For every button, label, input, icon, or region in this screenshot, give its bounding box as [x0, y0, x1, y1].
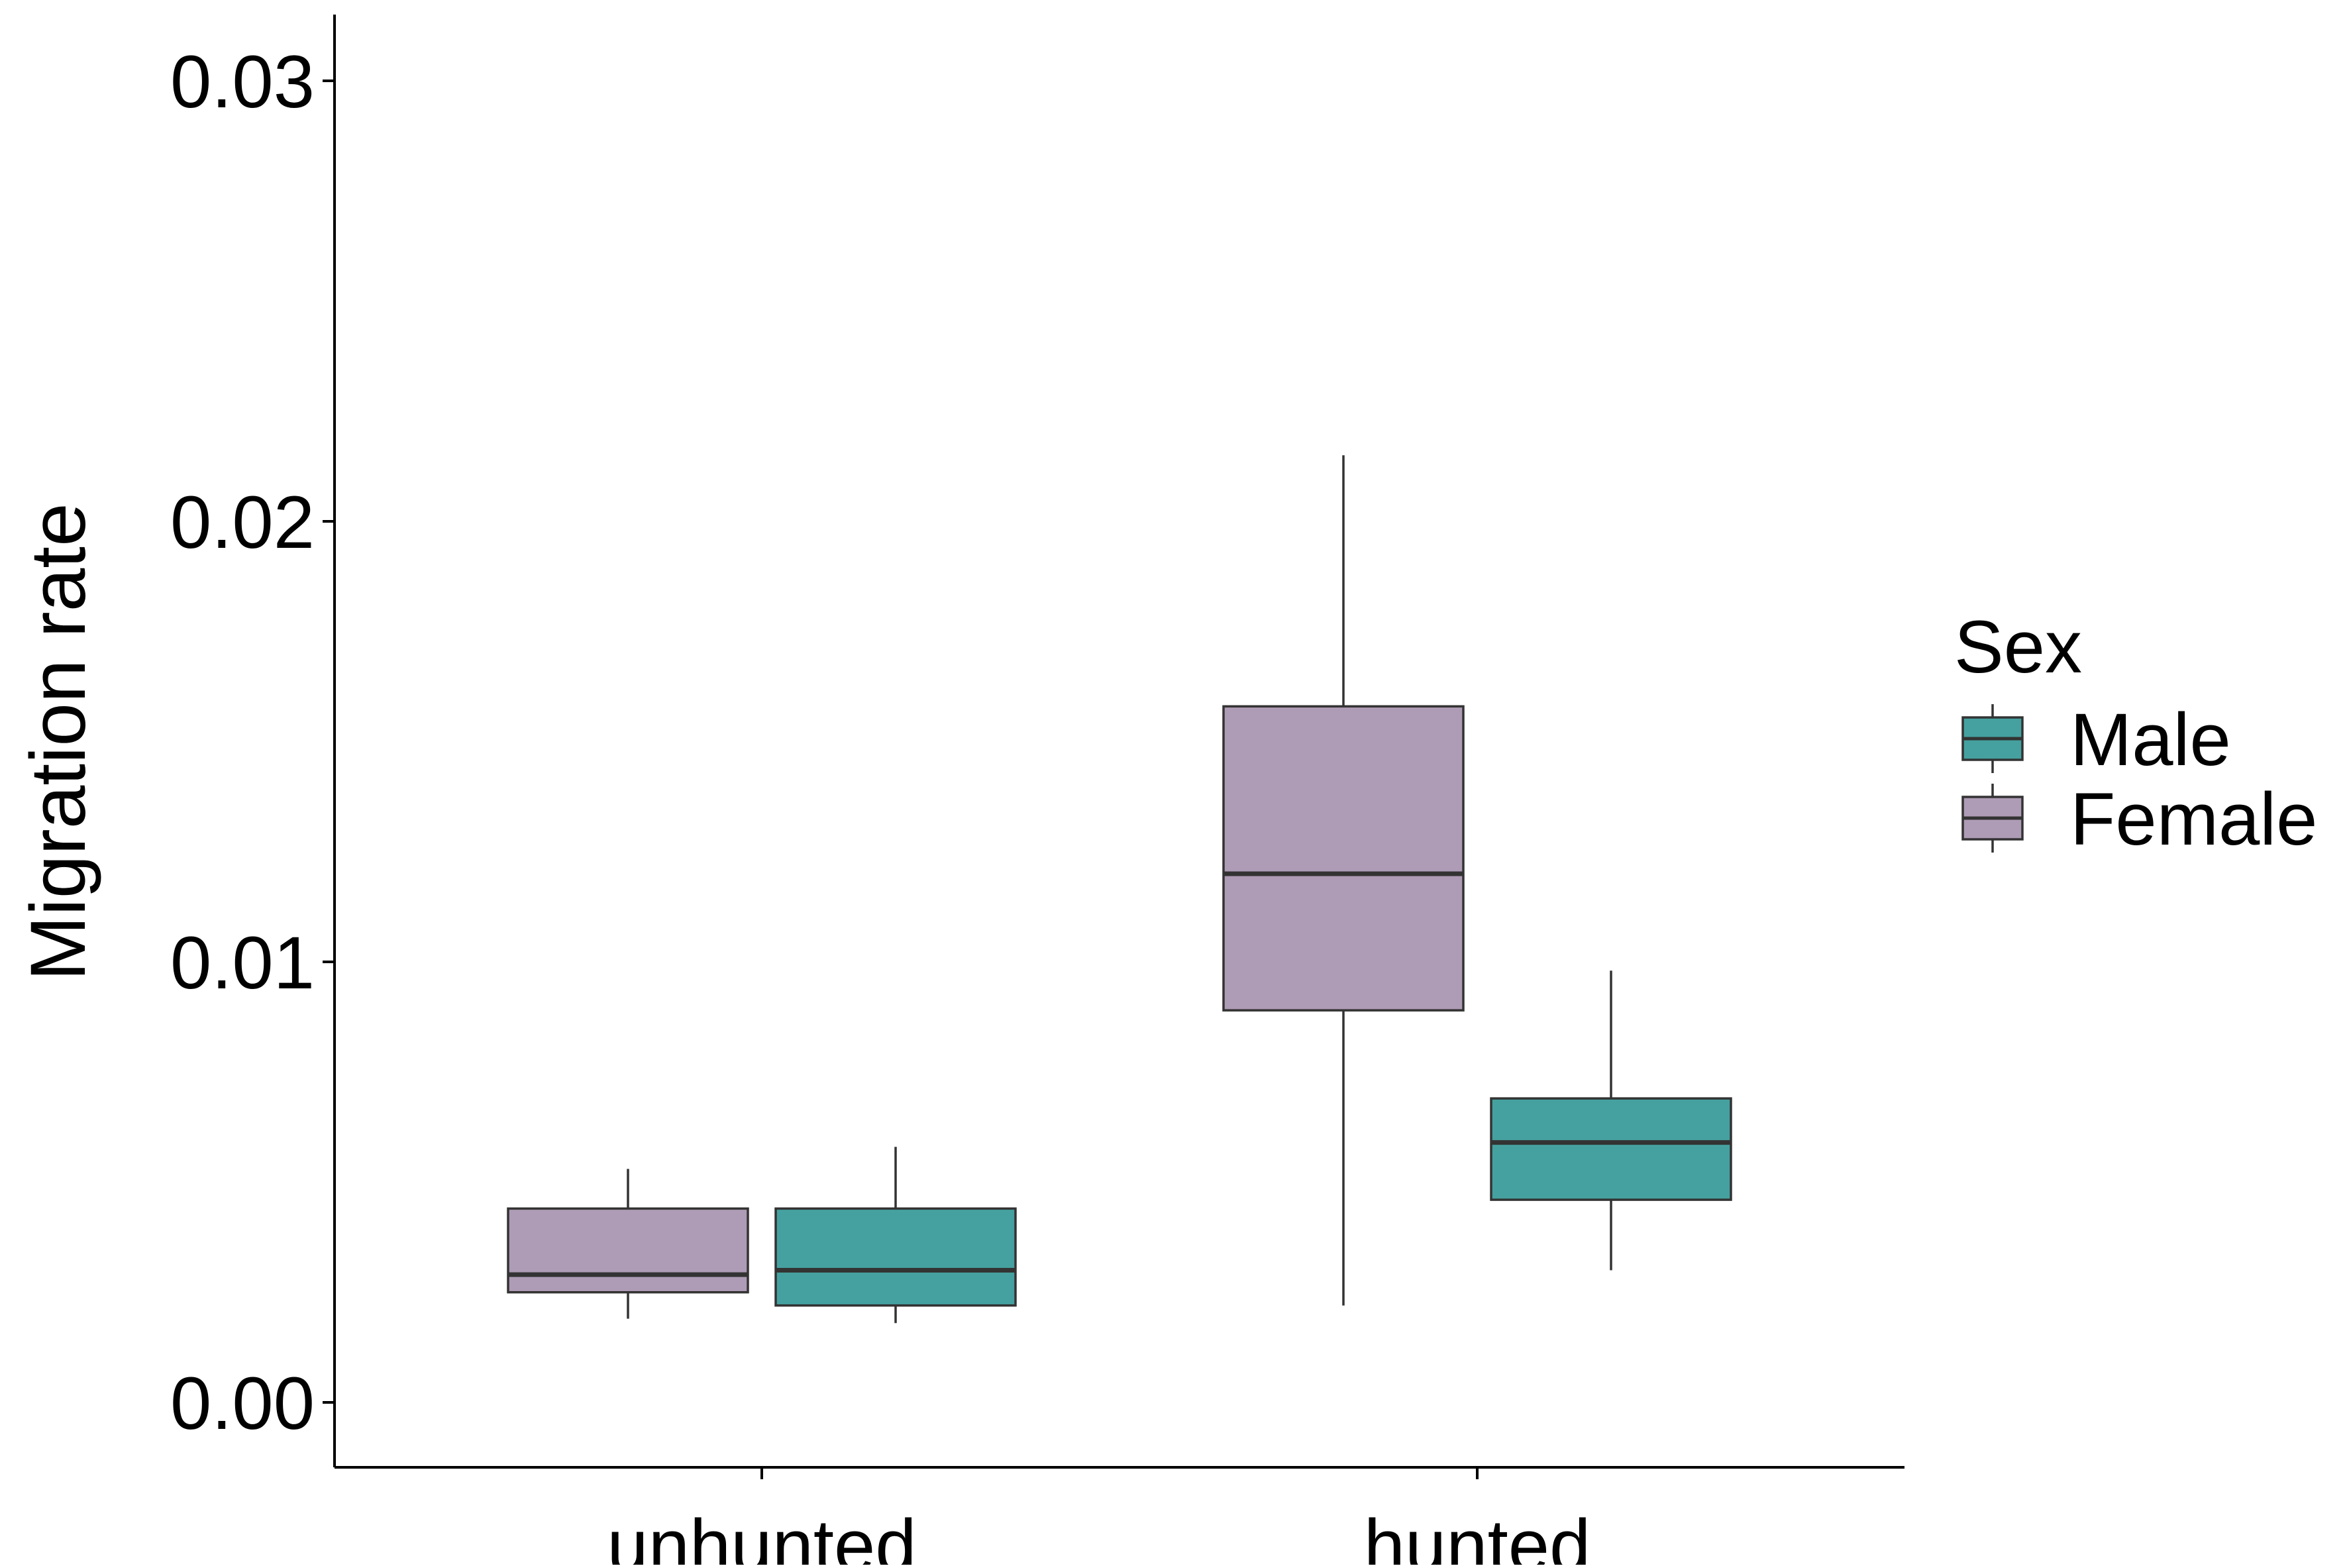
box-female-hunted	[1222, 455, 1465, 1306]
legend-label: Female	[2070, 778, 2317, 861]
y-axis: 0.00 0.01 0.02 0.03	[170, 15, 336, 1467]
box-iqr	[1490, 1097, 1732, 1201]
legend-title: Sex	[1954, 605, 2082, 688]
x-tick-label: unhunted	[607, 1504, 916, 1565]
box-female-unhunted	[507, 1169, 749, 1319]
legend-item-male: Male	[1961, 698, 2231, 781]
plot-area	[507, 455, 1732, 1324]
y-axis-label: Migration rate	[15, 503, 102, 980]
y-tick-label: 0.00	[170, 1362, 315, 1445]
x-tick-label: hunted	[1364, 1504, 1591, 1565]
box-iqr	[507, 1207, 749, 1294]
y-tick-label: 0.01	[170, 921, 315, 1004]
box-male-hunted	[1490, 970, 1732, 1271]
box-male-unhunted	[774, 1147, 1017, 1324]
legend-item-female: Female	[1961, 778, 2317, 861]
legend-label: Male	[2070, 698, 2231, 781]
y-tick-label: 0.03	[170, 40, 315, 123]
x-axis: unhunted hunted	[335, 1466, 1904, 1568]
box-iqr	[1222, 705, 1465, 1012]
box-iqr	[774, 1207, 1017, 1307]
y-tick-label: 0.02	[170, 481, 315, 564]
